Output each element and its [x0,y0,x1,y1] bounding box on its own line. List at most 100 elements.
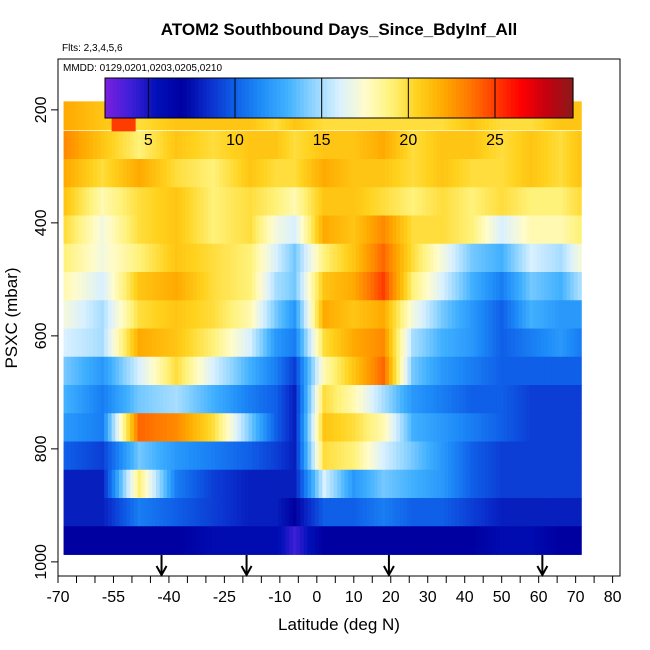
heat-cell [96,498,102,527]
heat-cell [311,328,316,358]
heat-cell [255,441,261,471]
heat-cell [388,187,394,216]
heat-cell [285,526,290,555]
heat-cell [181,385,187,414]
heat-cell [551,130,556,160]
heat-cell [237,441,242,471]
heat-cell [451,356,457,386]
colorbar-swatch [300,78,305,118]
heat-cell [337,159,342,188]
heat-cell [67,187,72,216]
heat-cell [536,356,542,386]
colorbar-swatch [362,78,367,118]
heat-cell [551,243,556,273]
heat-cell [429,328,434,358]
heat-cell [533,469,538,499]
heat-cell [558,272,564,301]
heat-cell [477,441,482,471]
heat-cell [152,328,157,358]
heat-cell [577,243,582,273]
heat-cell [178,328,183,358]
heat-cell [241,243,246,273]
heat-cell [119,413,124,442]
heat-cell [289,526,294,555]
heat-cell [252,272,257,301]
heat-cell [533,243,538,273]
heat-cell [311,498,316,527]
heat-cell [422,441,427,471]
heat-cell [74,243,79,273]
heat-cell [311,526,316,555]
heat-cell [533,300,538,329]
heat-cell [455,272,460,301]
heat-cell [344,328,349,358]
heat-cell [144,243,150,273]
heat-cell [241,413,246,442]
heat-cell [263,215,268,245]
heat-cell [226,413,231,442]
heat-cell [277,356,283,386]
x-tick-label: -40 [157,589,180,606]
heat-cell [192,385,198,414]
heat-cell [119,159,124,188]
heat-cell [111,187,116,216]
heat-cell [248,159,253,188]
heat-cell [503,356,508,386]
heat-cell [277,272,283,301]
heat-cell [244,526,250,555]
heat-cell [433,187,438,216]
heat-cell [215,441,220,471]
heat-cell [385,272,390,301]
heat-cell [529,159,534,188]
heat-cell [204,385,209,414]
heat-cell [529,243,534,273]
heat-cell [67,441,72,471]
heat-cell [144,526,150,555]
heat-cell [385,356,390,386]
heat-cell [296,413,301,442]
heat-cell [148,469,153,499]
heat-cell [337,526,342,555]
heat-cell [374,469,379,499]
heat-cell [388,159,394,188]
heat-cell [314,187,320,216]
heat-cell [137,300,142,329]
heat-cell [462,385,468,414]
heat-cell [348,385,353,414]
heat-cell [377,441,383,471]
heat-cell [255,300,261,329]
heat-cell [133,328,139,358]
heat-cell [152,300,157,329]
heat-cell [266,526,272,555]
heat-cell [433,300,438,329]
heat-cell [174,159,179,188]
heat-cell [507,272,512,301]
heat-cell [148,385,153,414]
heat-cell [82,187,87,216]
heat-cell [78,300,83,329]
colorbar-swatch [186,78,192,118]
heat-cell [307,300,312,329]
heat-cell [63,469,68,499]
heat-cell [104,130,109,160]
heat-cell [67,130,72,160]
heat-cell [259,413,264,442]
heat-cell [525,498,531,527]
heat-cell [189,328,194,358]
heat-cell [492,498,497,527]
heat-cell [525,272,531,301]
heat-cell [163,356,168,386]
heat-cell [63,385,68,414]
heat-cell [266,215,272,245]
heat-cell [237,526,242,555]
heat-cell [337,356,342,386]
heat-cell [562,526,567,555]
heat-cell [178,469,183,499]
heat-cell [181,469,187,499]
heat-cell [200,385,205,414]
heat-cell [218,526,224,555]
heat-cell [281,215,286,245]
heat-cell [355,413,360,442]
heat-cell [488,215,494,245]
heat-cell [544,328,549,358]
